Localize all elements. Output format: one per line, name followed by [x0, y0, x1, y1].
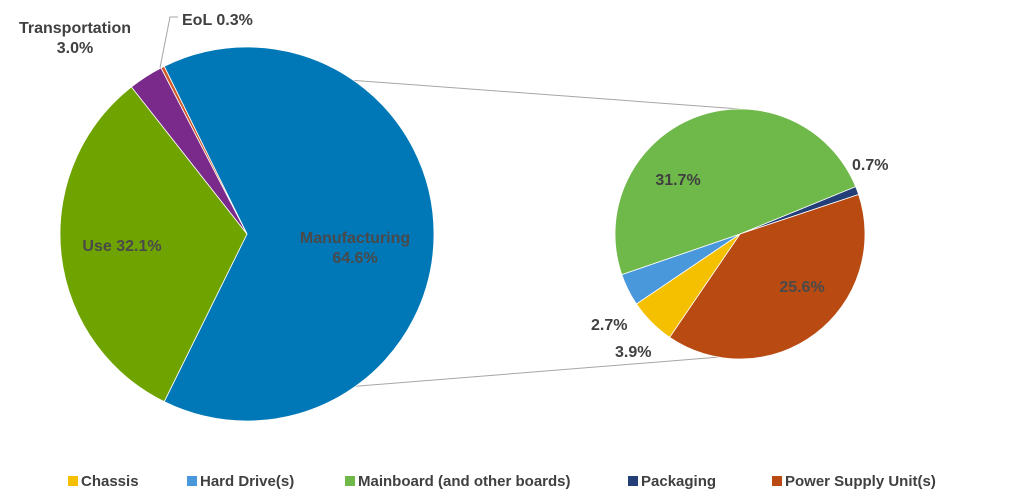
- legend: Chassis Hard Drive(s) Mainboard (and other…: [68, 473, 936, 490]
- main-pie-labels: Manufacturing 64.6% Use 32.1% Transportatio…: [19, 12, 410, 267]
- legend-label: Packaging: [641, 473, 716, 490]
- legend-swatch: [187, 476, 197, 486]
- legend-item-power-supply-unit-s: Power Supply Unit(s): [772, 473, 936, 490]
- main-slice-use: [59, 86, 248, 403]
- legend-item-chassis: Chassis: [68, 473, 139, 490]
- breakdown-slice-mainboard-and-other-boards: [614, 108, 857, 276]
- label-mainboard: 31.7%: [655, 172, 700, 189]
- legend-item-packaging: Packaging: [628, 473, 716, 490]
- legend-swatch: [345, 476, 355, 486]
- breakdown-slice-power-supply-unit-s: [669, 194, 866, 360]
- legend-label: Power Supply Unit(s): [785, 473, 936, 490]
- main-slice-manufacturing: [163, 46, 435, 422]
- main-slice-eol: [160, 65, 248, 235]
- legend-swatch: [772, 476, 782, 486]
- legend-label: Mainboard (and other boards): [358, 473, 571, 490]
- legend-label: Chassis: [81, 473, 139, 490]
- breakdown-pie: [614, 108, 866, 360]
- label-manufacturing: Manufacturing 64.6%: [300, 230, 410, 267]
- legend-item-mainboard-and-other-boards: Mainboard (and other boards): [345, 473, 571, 490]
- eol-leader-line: [159, 16, 178, 69]
- main-pie: [59, 46, 435, 422]
- label-power-supply: 25.6%: [779, 279, 824, 296]
- legend-swatch: [628, 476, 638, 486]
- label-hard-drive: 2.7%: [591, 317, 627, 334]
- legend-swatch: [68, 476, 78, 486]
- label-packaging: 0.7%: [852, 157, 888, 174]
- label-eol: EoL 0.3%: [182, 12, 253, 29]
- label-chassis: 3.9%: [615, 344, 651, 361]
- legend-item-hard-drive-s: Hard Drive(s): [187, 473, 294, 490]
- legend-label: Hard Drive(s): [200, 473, 294, 490]
- label-transportation: Transportation 3.0%: [19, 20, 131, 57]
- label-use: Use 32.1%: [82, 238, 161, 255]
- breakdown-pie-labels: 31.7% 0.7% 25.6% 2.7% 3.9%: [591, 157, 888, 361]
